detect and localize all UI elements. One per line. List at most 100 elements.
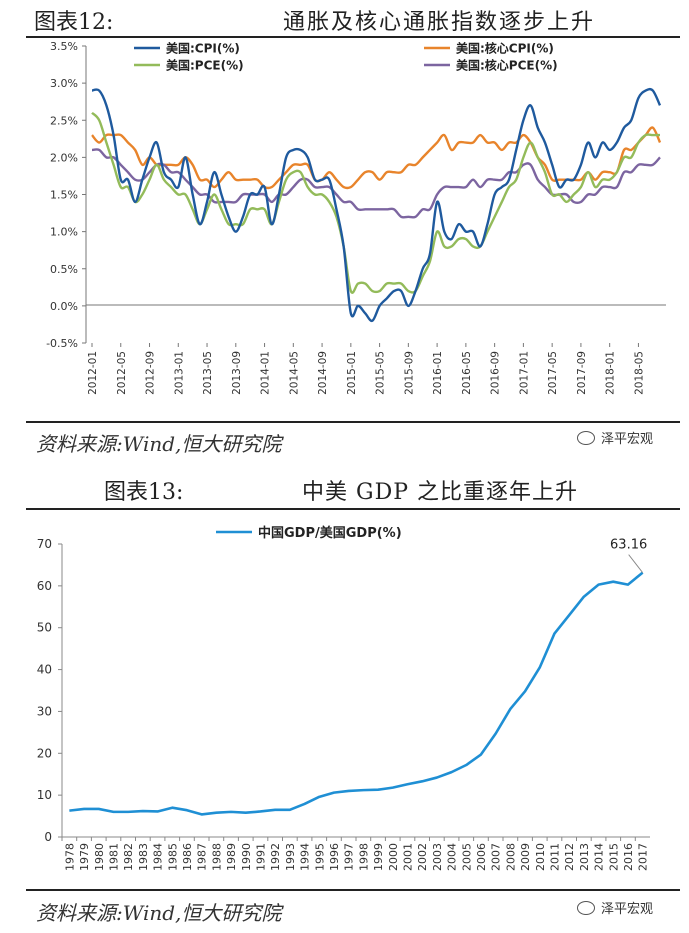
x-tick-label: 2010 [534, 843, 547, 871]
chart13-plot: 0 10 20 30 40 50 60 70 1978 1979 1980 1981 1982 1983… [37, 525, 650, 871]
x-tick-label: 2002 [416, 843, 429, 871]
x-tick-label: 1992 [269, 843, 282, 871]
x-tick-label: 1995 [313, 843, 326, 871]
y-tick-label: 2.5% [50, 114, 78, 127]
chart13-watermark-label: 泽平宏观 [601, 902, 654, 917]
y-tick-label: 3.0% [50, 77, 78, 90]
x-tick-label: 2016-09 [490, 351, 502, 395]
y-tick-label: 10 [37, 788, 52, 802]
x-tick-label: 2014-05 [288, 351, 300, 395]
x-tick-label: 2008 [504, 843, 517, 871]
x-tick-label: 2017-01 [518, 351, 530, 395]
x-tick-label: 2007 [490, 843, 503, 871]
x-tick-label: 2003 [431, 843, 444, 871]
x-tick-label: 2005 [460, 843, 473, 871]
x-tick-label: 1984 [152, 843, 165, 871]
annotation-last-value: 63.16 [610, 538, 647, 553]
chart12-bottom-rule [26, 421, 680, 423]
chart13-fig-label: 图表13: [104, 480, 184, 505]
x-tick-label: 2015-05 [375, 351, 387, 395]
chart12-watermark: 泽平宏观 [577, 428, 653, 447]
chart13-source: 资料来源:Wind,恒大研究院 [36, 901, 282, 925]
chart13-bottom-rule [26, 889, 680, 891]
x-tick-label: 1981 [107, 843, 120, 871]
chart12-title: 通胀及核心通胀指数逐步上升 [283, 10, 596, 35]
x-tick-label: 2012 [563, 843, 576, 871]
chart13-top-rule [26, 508, 680, 510]
x-tick-label: 1985 [166, 843, 179, 871]
x-tick-label: 2017 [637, 843, 650, 871]
x-tick-label: 2016 [622, 843, 635, 871]
x-tick-label: 2012-05 [116, 351, 128, 395]
y-tick-label: -0.5% [46, 337, 78, 350]
chart13-watermark: 泽平宏观 [577, 898, 653, 917]
legend-label-core_pce: 美国:核心PCE(%) [456, 58, 558, 73]
chart12-fig-label: 图表12: [34, 10, 114, 35]
x-tick-label: 2001 [401, 843, 414, 871]
x-tick-label: 1986 [181, 843, 194, 871]
chart12-source: 资料来源:Wind,恒大研究院 [36, 432, 282, 456]
wechat-icon [577, 431, 595, 445]
x-tick-label: 1982 [122, 843, 135, 871]
legend-label-gdp: 中国GDP/美国GDP(%) [258, 525, 402, 541]
x-tick-label: 2014-01 [260, 351, 272, 395]
legend-label-core_cpi: 美国:核心CPI(%) [456, 41, 554, 56]
y-tick-label: 20 [37, 746, 52, 760]
y-tick-label: 1.0% [50, 226, 78, 239]
chart12-top-rule [26, 36, 680, 38]
legend-label-pce: 美国:PCE(%) [166, 58, 244, 73]
x-tick-label: 2013-09 [231, 351, 243, 395]
y-tick-label: 30 [37, 704, 52, 718]
chart12-plot: -0.5% 0.0% 0.5% 1.0% 1.5% 2.0% 2.5% 3.0% 3.5% 20… [46, 40, 666, 395]
x-tick-label: 2014 [593, 843, 606, 871]
x-tick-label: 2016-05 [461, 351, 473, 395]
y-tick-label: 40 [37, 663, 52, 677]
x-tick-label: 2017-09 [576, 351, 588, 395]
x-tick-label: 2018-05 [633, 351, 645, 395]
x-tick-label: 2016-01 [432, 351, 444, 395]
annotation-leader [628, 554, 644, 573]
x-tick-label: 2013-01 [173, 351, 185, 395]
x-tick-label: 1988 [210, 843, 223, 871]
legend-label-cpi: 美国:CPI(%) [166, 41, 240, 56]
y-tick-label: 60 [37, 579, 52, 593]
x-tick-label: 1998 [357, 843, 370, 871]
x-tick-label: 2012-01 [87, 351, 99, 395]
x-tick-label: 2014-09 [317, 351, 329, 395]
x-tick-label: 2017-05 [547, 351, 559, 395]
series-line-core_pce [91, 148, 661, 219]
series-line-pce [91, 111, 660, 294]
x-tick-label: 1979 [78, 843, 91, 871]
x-tick-label: 2015-09 [403, 351, 415, 395]
x-tick-label: 1994 [299, 843, 312, 871]
x-tick-label: 2013-05 [202, 351, 214, 395]
x-tick-label: 2009 [519, 843, 532, 871]
x-tick-label: 2018-01 [605, 351, 617, 395]
series-line-gdp-ratio [69, 571, 644, 816]
series-line-cpi [91, 87, 662, 323]
x-tick-label: 1987 [196, 843, 209, 871]
y-tick-label: 0.0% [50, 300, 78, 313]
x-tick-label: 1989 [225, 843, 238, 871]
x-tick-label: 2013 [578, 843, 591, 871]
y-tick-label: 70 [37, 537, 52, 551]
x-tick-label: 1991 [254, 843, 267, 871]
y-tick-label: 2.0% [50, 151, 78, 164]
x-tick-label: 1990 [240, 843, 253, 871]
x-tick-label: 2012-09 [145, 351, 157, 395]
y-tick-label: 3.5% [50, 40, 78, 53]
wechat-icon [577, 901, 595, 915]
x-tick-label: 1980 [93, 843, 106, 871]
x-tick-label: 2011 [548, 843, 561, 871]
x-tick-label: 1983 [137, 843, 150, 871]
x-tick-label: 1997 [343, 843, 356, 871]
y-tick-label: 1.5% [50, 189, 78, 202]
x-tick-label: 1999 [372, 843, 385, 871]
x-tick-label: 1993 [284, 843, 297, 871]
x-tick-label: 2006 [475, 843, 488, 871]
x-tick-label: 2015 [607, 843, 620, 871]
x-tick-label: 2015-01 [346, 351, 358, 395]
y-tick-label: 0.5% [50, 263, 78, 276]
chart13-title: 中美 GDP 之比重逐年上升 [302, 480, 579, 505]
y-tick-label: 50 [37, 621, 52, 635]
